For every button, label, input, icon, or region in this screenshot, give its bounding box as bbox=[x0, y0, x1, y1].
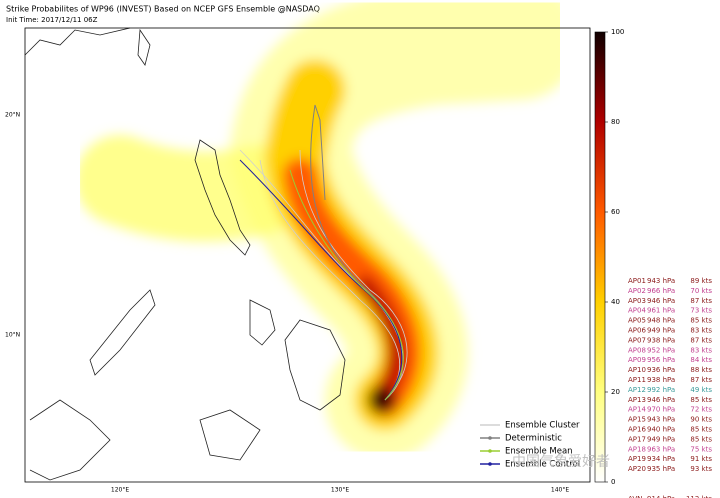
member-wind: 85 kts bbox=[690, 396, 712, 404]
member-wind: 91 kts bbox=[690, 455, 712, 463]
member-pressure: 943 hPa bbox=[647, 416, 675, 424]
member-pressure: 934 hPa bbox=[647, 455, 675, 463]
coastlines bbox=[24, 27, 346, 481]
member-pressure: 935 hPa bbox=[647, 465, 675, 473]
colorbar-tick-label: 0 bbox=[611, 478, 615, 486]
map-frame bbox=[24, 27, 591, 483]
member-pressure: 949 hPa bbox=[647, 435, 675, 443]
member-wind: 88 kts bbox=[690, 366, 712, 374]
member-name: AP13 bbox=[628, 396, 646, 404]
colorbar-tick-label: 40 bbox=[611, 298, 620, 306]
member-name: AP09 bbox=[628, 356, 646, 364]
legend-marker bbox=[488, 436, 492, 440]
member-name: AVN bbox=[628, 495, 642, 498]
member-pressure: 940 hPa bbox=[647, 426, 675, 434]
lat-label: 10°N bbox=[5, 332, 20, 339]
member-name: AP03 bbox=[628, 297, 646, 305]
legend-label: Ensemble Cluster bbox=[505, 421, 580, 431]
member-name: AP15 bbox=[628, 416, 646, 424]
member-name: AP10 bbox=[628, 366, 646, 374]
member-name: AP20 bbox=[628, 465, 646, 473]
member-name: AP19 bbox=[628, 455, 646, 463]
member-wind: 75 kts bbox=[690, 445, 712, 453]
member-name: AP05 bbox=[628, 317, 646, 325]
member-wind: 85 kts bbox=[690, 317, 712, 325]
lon-label: 120°E bbox=[111, 487, 129, 494]
member-pressure: 938 hPa bbox=[647, 336, 675, 344]
member-name: AP12 bbox=[628, 386, 646, 394]
member-wind: 87 kts bbox=[690, 297, 712, 305]
member-name: AP11 bbox=[628, 376, 646, 384]
member-pressure: 970 hPa bbox=[647, 406, 675, 414]
member-pressure: 948 hPa bbox=[647, 317, 675, 325]
member-pressure: 956 hPa bbox=[647, 356, 675, 364]
member-pressure: 961 hPa bbox=[647, 307, 675, 315]
member-pressure: 946 hPa bbox=[647, 297, 675, 305]
member-wind: 93 kts bbox=[690, 465, 712, 473]
member-pressure: 943 hPa bbox=[647, 277, 675, 285]
colorbar-tick-label: 20 bbox=[611, 388, 620, 396]
member-name: AP06 bbox=[628, 327, 646, 335]
colorbar-tick-label: 80 bbox=[611, 118, 620, 126]
lat-label: 20°N bbox=[5, 112, 20, 119]
member-name: AP04 bbox=[628, 307, 646, 315]
member-pressure: 992 hPa bbox=[647, 386, 675, 394]
member-name: AP08 bbox=[628, 346, 646, 354]
member-pressure: 946 hPa bbox=[647, 396, 675, 404]
colorbar-tick-label: 60 bbox=[611, 208, 620, 216]
member-wind: 89 kts bbox=[690, 277, 712, 285]
member-pressure: 952 hPa bbox=[647, 346, 675, 354]
lon-label: 140°E bbox=[551, 487, 569, 494]
member-name: AP16 bbox=[628, 426, 646, 434]
watermark: 中国气象爱好者 bbox=[512, 454, 610, 470]
member-wind: 112 kts bbox=[686, 495, 712, 498]
member-pressure: 966 hPa bbox=[647, 287, 675, 295]
member-pressure: 938 hPa bbox=[647, 376, 675, 384]
member-wind: 70 kts bbox=[690, 287, 712, 295]
member-wind: 87 kts bbox=[690, 336, 712, 344]
member-wind: 72 kts bbox=[690, 406, 712, 414]
member-wind: 85 kts bbox=[690, 426, 712, 434]
member-pressure: 936 hPa bbox=[647, 366, 675, 374]
legend-marker bbox=[488, 462, 492, 466]
member-wind: 83 kts bbox=[690, 327, 712, 335]
member-pressure: 963 hPa bbox=[647, 445, 675, 453]
member-wind: 84 kts bbox=[690, 356, 712, 364]
member-name: AP17 bbox=[628, 435, 646, 443]
member-wind: 87 kts bbox=[690, 376, 712, 384]
member-wind: 90 kts bbox=[690, 416, 712, 424]
member-pressure: 914 hPa bbox=[647, 495, 675, 498]
tracks bbox=[239, 104, 408, 401]
member-name: AP14 bbox=[628, 406, 646, 414]
legend-marker bbox=[488, 449, 492, 453]
member-pressure: 949 hPa bbox=[647, 327, 675, 335]
member-wind: 85 kts bbox=[690, 435, 712, 443]
init-time: Init Time: 2017/12/11 06Z bbox=[6, 16, 98, 24]
member-name: AP02 bbox=[628, 287, 646, 295]
member-wind: 49 kts bbox=[690, 386, 712, 394]
member-name: AP01 bbox=[628, 277, 646, 285]
title: Strike Probabilites of WP96 (INVEST) Bas… bbox=[6, 5, 320, 14]
member-name: AP18 bbox=[628, 445, 646, 453]
member-wind: 83 kts bbox=[690, 346, 712, 354]
colorbar-tick-label: 100 bbox=[611, 28, 624, 36]
colorbar bbox=[594, 31, 606, 483]
member-wind: 73 kts bbox=[690, 307, 712, 315]
member-name: AP07 bbox=[628, 336, 646, 344]
legend-label: Ensemble Control bbox=[505, 460, 580, 470]
legend-label: Deterministic bbox=[505, 434, 562, 444]
legend-label: Ensemble Mean bbox=[505, 447, 573, 457]
lon-label: 130°E bbox=[331, 487, 349, 494]
